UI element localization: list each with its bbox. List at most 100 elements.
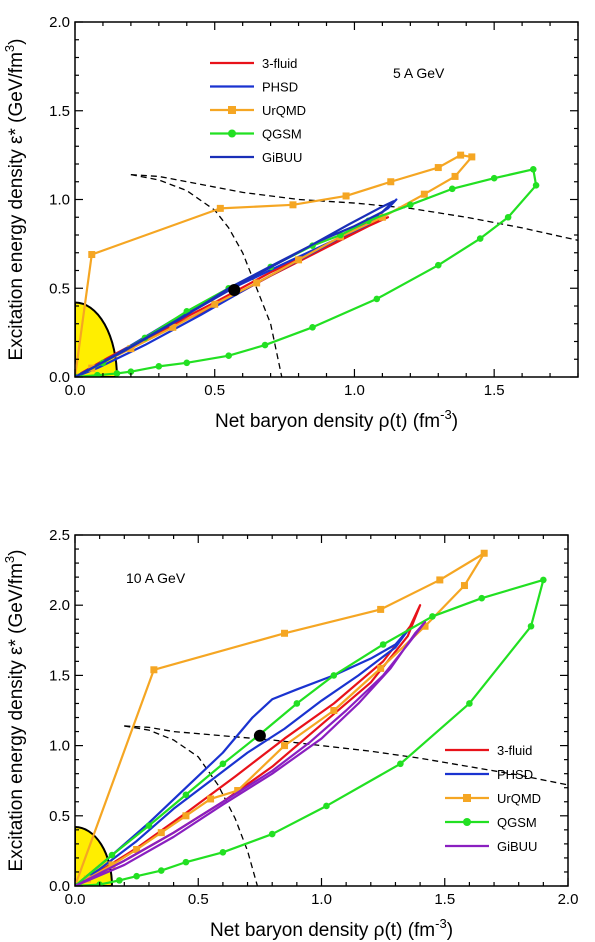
series-gibuu <box>75 200 395 377</box>
data-point <box>527 622 535 630</box>
legend-label: PHSD <box>497 767 533 782</box>
legend-item: 3-fluid <box>445 743 532 758</box>
data-point <box>133 845 141 853</box>
data-point <box>451 172 459 180</box>
data-point <box>379 641 387 648</box>
data-point <box>261 341 269 349</box>
data-point <box>457 151 465 159</box>
data-point <box>127 345 135 353</box>
data-point <box>219 760 227 768</box>
data-point <box>281 742 289 750</box>
data-point <box>532 182 540 189</box>
legend: 3-fluid PHSD UrQMD QGSM GiBUU <box>210 56 306 165</box>
data-point <box>108 851 116 859</box>
data-point <box>373 295 381 303</box>
data-point <box>253 279 261 287</box>
x-tick-label: 1.5 <box>484 382 505 399</box>
legend-marker <box>463 818 471 826</box>
dashed-boundary-2 <box>124 725 259 886</box>
plot-frame <box>74 534 569 887</box>
x-axis-label-main: Net baryon density ρ(t) (fm <box>210 920 435 941</box>
series-line <box>75 578 545 886</box>
legend-label: 3-fluid <box>497 743 532 758</box>
series-line <box>75 200 395 377</box>
data-point <box>289 201 297 209</box>
data-point <box>468 153 476 161</box>
legend-marker <box>228 129 236 138</box>
x-tick-label: 0.0 <box>65 382 86 399</box>
energy-annotation: 10 A GeV <box>126 570 186 586</box>
legend-marker <box>463 794 471 802</box>
data-point <box>407 201 414 209</box>
x-axis-label-end: ) <box>452 411 458 432</box>
x-tick-label: 0.0 <box>65 891 86 908</box>
data-point <box>94 371 101 377</box>
data-point <box>540 576 547 584</box>
x-axis-label-main: Net baryon density ρ(t) (fm <box>215 411 440 432</box>
y-tick-label: 0.0 <box>49 878 70 895</box>
data-point <box>448 185 456 193</box>
y-tick-label: 1.0 <box>49 192 70 209</box>
y-axis-label: Excitation energy density ε* (GeV/fm3) <box>2 39 27 361</box>
data-point <box>281 629 289 637</box>
data-point <box>207 795 215 803</box>
x-tick-label: 1.0 <box>311 891 332 908</box>
y-axis-label-sup: 3 <box>2 556 17 563</box>
legend-item: QGSM <box>210 127 302 142</box>
legend-label: UrQMD <box>497 791 541 806</box>
series-line <box>75 620 427 886</box>
energy-annotation: 5 A GeV <box>393 65 445 81</box>
legend-label: GiBUU <box>497 839 537 854</box>
dashed-boundary-2 <box>130 174 283 377</box>
data-point <box>434 261 442 269</box>
y-tick-label: 1.5 <box>49 103 70 120</box>
series-line <box>75 552 486 886</box>
legend-label: 3-fluid <box>262 56 297 71</box>
dashed-boundary-1 <box>124 725 568 786</box>
data-point <box>211 300 219 308</box>
y-tick-label: 0.5 <box>49 808 70 825</box>
x-axis-label: Net baryon density ρ(t) (fm-3) <box>215 407 458 432</box>
y-tick-label: 2.5 <box>49 527 70 544</box>
y-tick-label: 0.5 <box>49 280 70 297</box>
data-point <box>342 192 350 200</box>
legend-label: GiBUU <box>262 150 302 165</box>
data-point <box>216 204 224 212</box>
legend-label: PHSD <box>262 80 298 95</box>
data-point <box>145 822 153 829</box>
data-point <box>460 582 468 590</box>
series-qgsm <box>75 576 547 886</box>
marker-point <box>253 729 266 742</box>
legend-label: QGSM <box>262 127 302 142</box>
data-point <box>397 760 404 768</box>
data-point <box>150 666 158 674</box>
series-phsd <box>75 629 409 886</box>
y-axis-label-main: Excitation energy density ε* (GeV/fm <box>6 563 27 871</box>
data-point <box>155 363 163 370</box>
x-axis-label-end: ) <box>447 920 453 941</box>
legend: 3-fluid PHSD UrQMD QGSM GiBUU <box>445 743 541 854</box>
data-point <box>420 190 428 198</box>
data-point <box>225 352 232 360</box>
data-point <box>378 213 386 221</box>
marker-point <box>228 284 241 297</box>
plot-area <box>75 151 578 377</box>
y-axis-label-sup: 3 <box>2 45 17 52</box>
data-point <box>169 323 177 331</box>
data-point <box>478 594 486 602</box>
x-tick-label: 2.0 <box>558 891 579 908</box>
data-point <box>293 700 301 707</box>
data-point <box>421 622 429 630</box>
data-point <box>529 166 537 173</box>
y-tick-label: 1.0 <box>49 738 70 755</box>
chart-panel-2: 0.0 0.5 1.0 1.5 2.0 0.0 0.5 1.0 1.5 2.0 2.5 Net bar… <box>2 527 578 941</box>
data-point <box>108 861 116 869</box>
series-gibuu <box>75 620 427 886</box>
data-point <box>88 251 96 259</box>
data-point <box>182 858 190 866</box>
data-point <box>309 324 316 331</box>
legend-item: GiBUU <box>210 150 302 165</box>
x-tick-label: 0.5 <box>204 382 225 399</box>
legend-item: UrQMD <box>445 791 541 806</box>
